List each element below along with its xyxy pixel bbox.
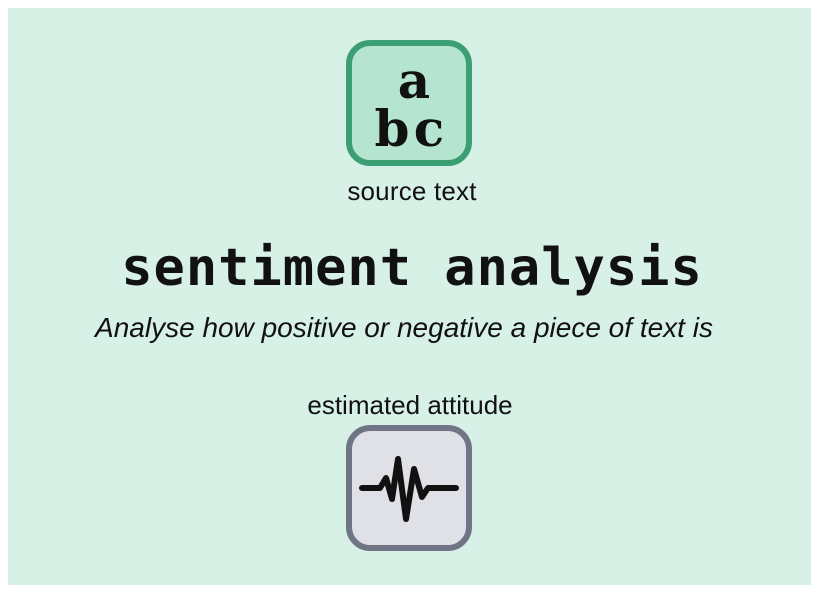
svg-text:c: c xyxy=(414,99,444,158)
output-label: estimated attitude xyxy=(307,390,513,420)
abc-text-icon: a b c xyxy=(346,40,472,166)
svg-text:a: a xyxy=(398,51,430,110)
input-label: source text xyxy=(347,176,477,206)
svg-text:b: b xyxy=(375,99,410,158)
diagram-title: sentiment analysis xyxy=(121,238,703,298)
diagram-subtitle: Analyse how positive or negative a piece… xyxy=(95,312,713,343)
waveform-icon xyxy=(346,425,472,551)
